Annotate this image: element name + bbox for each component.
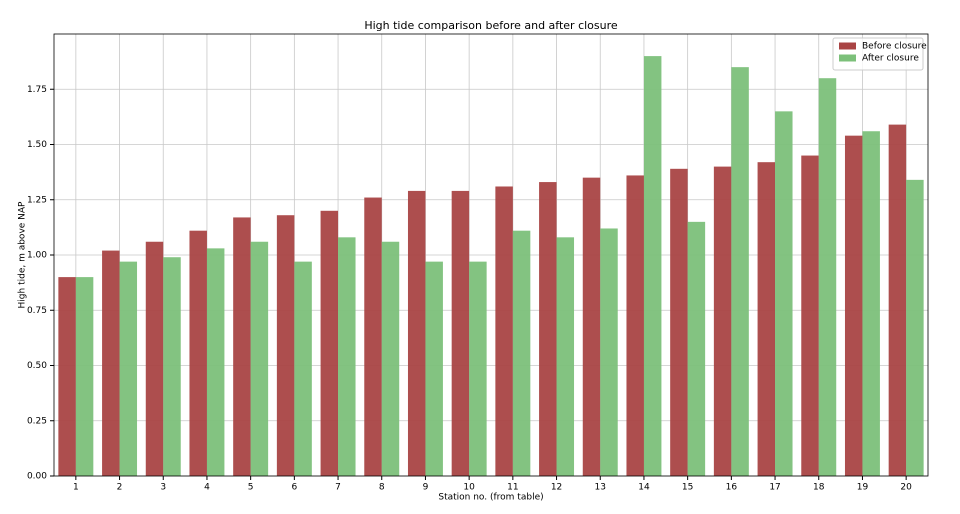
x-tick-label: 3 <box>160 483 166 493</box>
bar <box>757 162 776 476</box>
plot-frame <box>53 33 929 477</box>
bar <box>888 124 907 477</box>
x-axis-label: Station no. (from table) <box>438 493 543 503</box>
bar <box>250 241 269 476</box>
y-tick-label: 1.50 <box>27 140 47 150</box>
x-tick-label: 2 <box>117 483 123 493</box>
bar <box>556 237 575 476</box>
bar <box>75 277 94 476</box>
bar <box>276 215 295 476</box>
bar <box>731 67 749 477</box>
bar <box>407 190 426 476</box>
x-tick-label: 14 <box>638 483 650 493</box>
bar <box>687 221 706 476</box>
bar <box>145 241 164 476</box>
legend-label: Before closure <box>862 42 927 52</box>
bar <box>495 186 513 477</box>
legend-label: After closure <box>862 54 919 64</box>
legend-swatch <box>839 42 856 50</box>
x-tick-label: 1 <box>73 483 79 493</box>
y-tick-label: 1.25 <box>27 195 47 205</box>
x-tick-label: 17 <box>769 483 780 493</box>
x-tick-label: 12 <box>551 483 562 493</box>
bar <box>713 166 732 476</box>
bar <box>906 179 924 477</box>
x-tick-label: 7 <box>335 483 341 493</box>
bar <box>119 261 138 476</box>
x-tick-label: 19 <box>857 483 869 493</box>
bar <box>381 241 400 476</box>
bar <box>469 261 487 476</box>
y-tick-label: 0.50 <box>27 361 47 371</box>
bar <box>844 135 863 476</box>
bar <box>643 56 662 476</box>
bar <box>801 155 819 477</box>
y-tick-label: 0.75 <box>27 306 47 316</box>
bar <box>294 261 312 476</box>
bar <box>206 248 225 476</box>
x-tick-label: 15 <box>682 483 693 493</box>
x-tick-label: 5 <box>248 483 254 493</box>
bar <box>233 217 251 476</box>
bar <box>600 228 618 476</box>
bar <box>320 210 339 477</box>
y-tick-label: 1.00 <box>27 251 47 261</box>
bar <box>582 177 601 476</box>
y-tick-label: 0.25 <box>27 416 47 426</box>
bar <box>102 250 120 476</box>
bar <box>775 111 793 476</box>
x-tick-label: 6 <box>291 483 297 493</box>
bar <box>451 190 470 476</box>
x-tick-label: 10 <box>463 483 475 493</box>
x-tick-label: 20 <box>900 483 912 493</box>
legend-swatch <box>839 54 856 62</box>
bar <box>539 182 557 476</box>
y-axis-label: High tide, m above NAP <box>18 201 28 309</box>
bar <box>818 78 837 476</box>
y-tick-label: 0.00 <box>27 472 47 482</box>
bar <box>862 131 880 477</box>
bar <box>670 168 688 476</box>
x-tick-label: 13 <box>595 483 606 493</box>
bar <box>364 197 382 477</box>
x-tick-label: 16 <box>726 483 738 493</box>
x-tick-label: 9 <box>423 483 429 493</box>
x-tick-label: 4 <box>204 483 210 493</box>
x-tick-label: 11 <box>507 483 518 493</box>
y-tick-label: 1.75 <box>27 85 47 95</box>
chart-title: High tide comparison before and after cl… <box>364 19 618 32</box>
bar <box>425 261 443 476</box>
bar <box>189 230 207 476</box>
bar <box>338 237 356 476</box>
x-tick-label: 18 <box>813 483 825 493</box>
bar <box>58 277 76 476</box>
bar <box>163 257 181 476</box>
bar <box>512 230 531 476</box>
bar <box>626 175 644 476</box>
x-tick-label: 8 <box>379 483 385 493</box>
